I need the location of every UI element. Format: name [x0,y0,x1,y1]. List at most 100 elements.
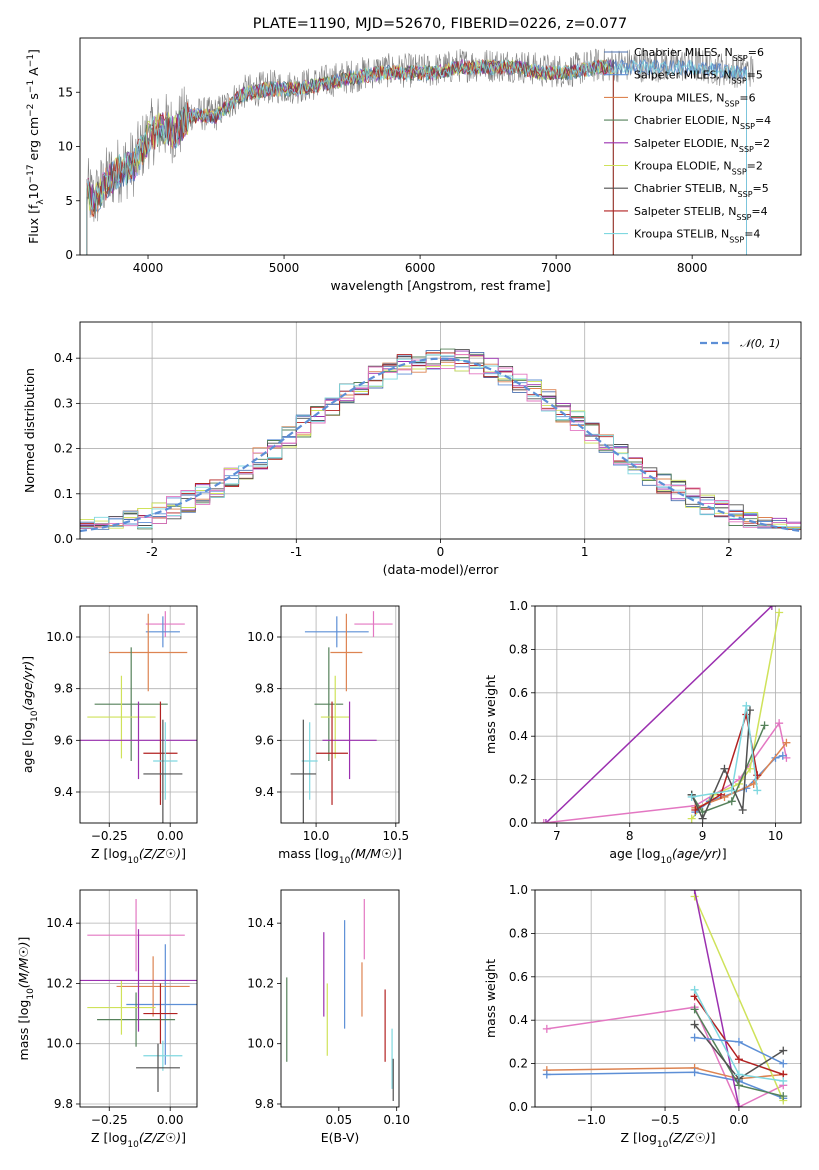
plus-marker [542,1070,551,1079]
axes-frame [534,605,802,824]
y-tick-label: 0.8 [509,926,528,940]
x-tick-label: −0.25 [91,1113,128,1127]
x-tick-label: 8 [626,829,634,843]
weight-line [546,1067,784,1080]
errorbar-marker [290,719,317,823]
x-axis-label: E(B-V) [321,1130,360,1145]
y-tick-label: 5 [65,194,73,208]
errorbar-marker [153,722,178,800]
model-spectrum-line [86,59,614,255]
y-tick-label: 9.8 [54,1097,73,1111]
y-tick-label: 10.0 [46,1037,73,1051]
model-spectrum-line [86,59,614,255]
plus-marker [542,1024,551,1033]
axes-frame [79,321,802,540]
errorbar-marker [87,899,185,972]
y-axis-label: Normed distribution [22,368,37,493]
x-axis-label: mass [log10(M/M☉)] [278,846,402,866]
x-axis-label: age [log10(age/yr)] [609,846,726,866]
mass-weight-vs-metallicity-panel: −1.0 −0.5 0.0 0.0 0.2 0.4 0.6 0.8 1.0 mass weight… [483,883,802,1150]
plot-area [86,47,754,255]
y-tick-label: 9.8 [54,682,73,696]
plus-marker [690,1033,699,1042]
y-axis-label: mass [log10(M/M☉)] [16,937,36,1061]
x-tick-label: 1 [581,545,589,559]
residual-histogram [80,348,801,530]
plot-area [539,606,791,823]
figure-title: PLATE=1190, MJD=52670, FIBERID=0226, z=0… [253,16,627,32]
mass-vs-metallicity-panel: −0.25 0.00 9.8 10.0 10.2 10.4 Z [log10(Z/Z☉)] m… [16,889,198,1150]
y-tick-label: 0.0 [54,532,73,546]
y-axis-label: mass weight [483,959,498,1038]
legend-label: Salpeter ELODIE, NSSP=2 [634,137,770,154]
plus-marker [779,1046,788,1055]
weight-line [546,1071,784,1099]
y-tick-label: 9.8 [255,1097,274,1111]
y-tick-label: 10.2 [247,976,274,990]
normal-reference-curve [80,357,801,533]
errorbar-marker [143,701,178,805]
axes-frame [79,605,198,824]
x-tick-label: −0.5 [650,1113,679,1127]
residual-histogram [80,349,801,530]
y-axis-label: mass weight [483,675,498,754]
y-tick-label: 10.4 [247,916,274,930]
residuals-panel: -2 -1 0 1 2 0.0 0.1 0.2 0.3 0.4 (data-model)/error… [22,321,802,577]
weight-line [693,896,784,1101]
legend-label: Kroupa STELIB, NSSP=4 [634,228,760,245]
y-tick-label: 10.0 [247,1037,274,1051]
model-spectrum-line [86,58,747,255]
model-spectrum-line [86,58,747,255]
y-tick-label: 10.4 [46,916,73,930]
weight-line [545,606,773,823]
axes-frame [280,889,400,1108]
errorbar-marker [143,983,178,1044]
x-tick-label: −0.25 [91,829,128,843]
plus-marker [727,786,736,795]
errorbar-marker [87,980,156,1035]
plus-marker [541,819,550,823]
y-tick-label: 0.0 [509,1100,528,1114]
x-tick-label: 0 [437,545,445,559]
y-tick-label: 10.0 [247,630,274,644]
plus-marker [698,814,707,823]
legend-label: Kroupa ELODIE, NSSP=2 [634,160,763,177]
plus-marker [690,985,699,994]
plus-marker [690,1068,699,1077]
errorbar-marker [80,929,197,1032]
y-tick-label: 0.2 [509,1057,528,1071]
errorbar-marker [301,722,318,800]
y-tick-label: 0.6 [509,686,528,700]
plot-area [290,611,393,823]
residual-histogram [80,354,801,530]
y-tick-label: 0.4 [509,729,528,743]
errorbar-marker [87,675,156,759]
x-axis-label: (data-model)/error [383,562,500,577]
y-axis-label: age [log10(age/yr)] [20,656,40,773]
plus-marker [690,1020,699,1029]
legend-label: Salpeter MILES, NSSP=5 [634,69,763,86]
errorbar-marker [322,701,377,780]
axes-frame [280,605,400,824]
x-axis-label: Z [log10(Z/Z☉)] [91,1130,186,1150]
axes-frame [79,889,198,1108]
y-tick-label: 1.0 [509,883,528,897]
model-spectrum-line [86,58,614,255]
x-tick-label: 5000 [269,261,300,275]
axes-frame [79,37,802,256]
y-tick-label: 0.0 [509,816,528,830]
x-tick-label: 7000 [541,261,572,275]
y-tick-label: 0.4 [54,351,73,365]
spectrum-panel: 4000 5000 6000 7000 8000 0 5 10 15 wavelength [An… [26,37,802,293]
plot-area [80,611,197,823]
x-tick-label: -2 [146,545,158,559]
model-spectrum-line [86,58,747,255]
y-tick-label: 9.6 [255,733,274,747]
y-tick-label: 10.0 [46,630,73,644]
plus-marker [690,1005,699,1014]
x-tick-label: 4000 [133,261,164,275]
weight-line [691,612,780,820]
x-tick-label: 9 [699,829,707,843]
axes-frame [534,889,802,1108]
errorbar-marker [143,719,183,823]
